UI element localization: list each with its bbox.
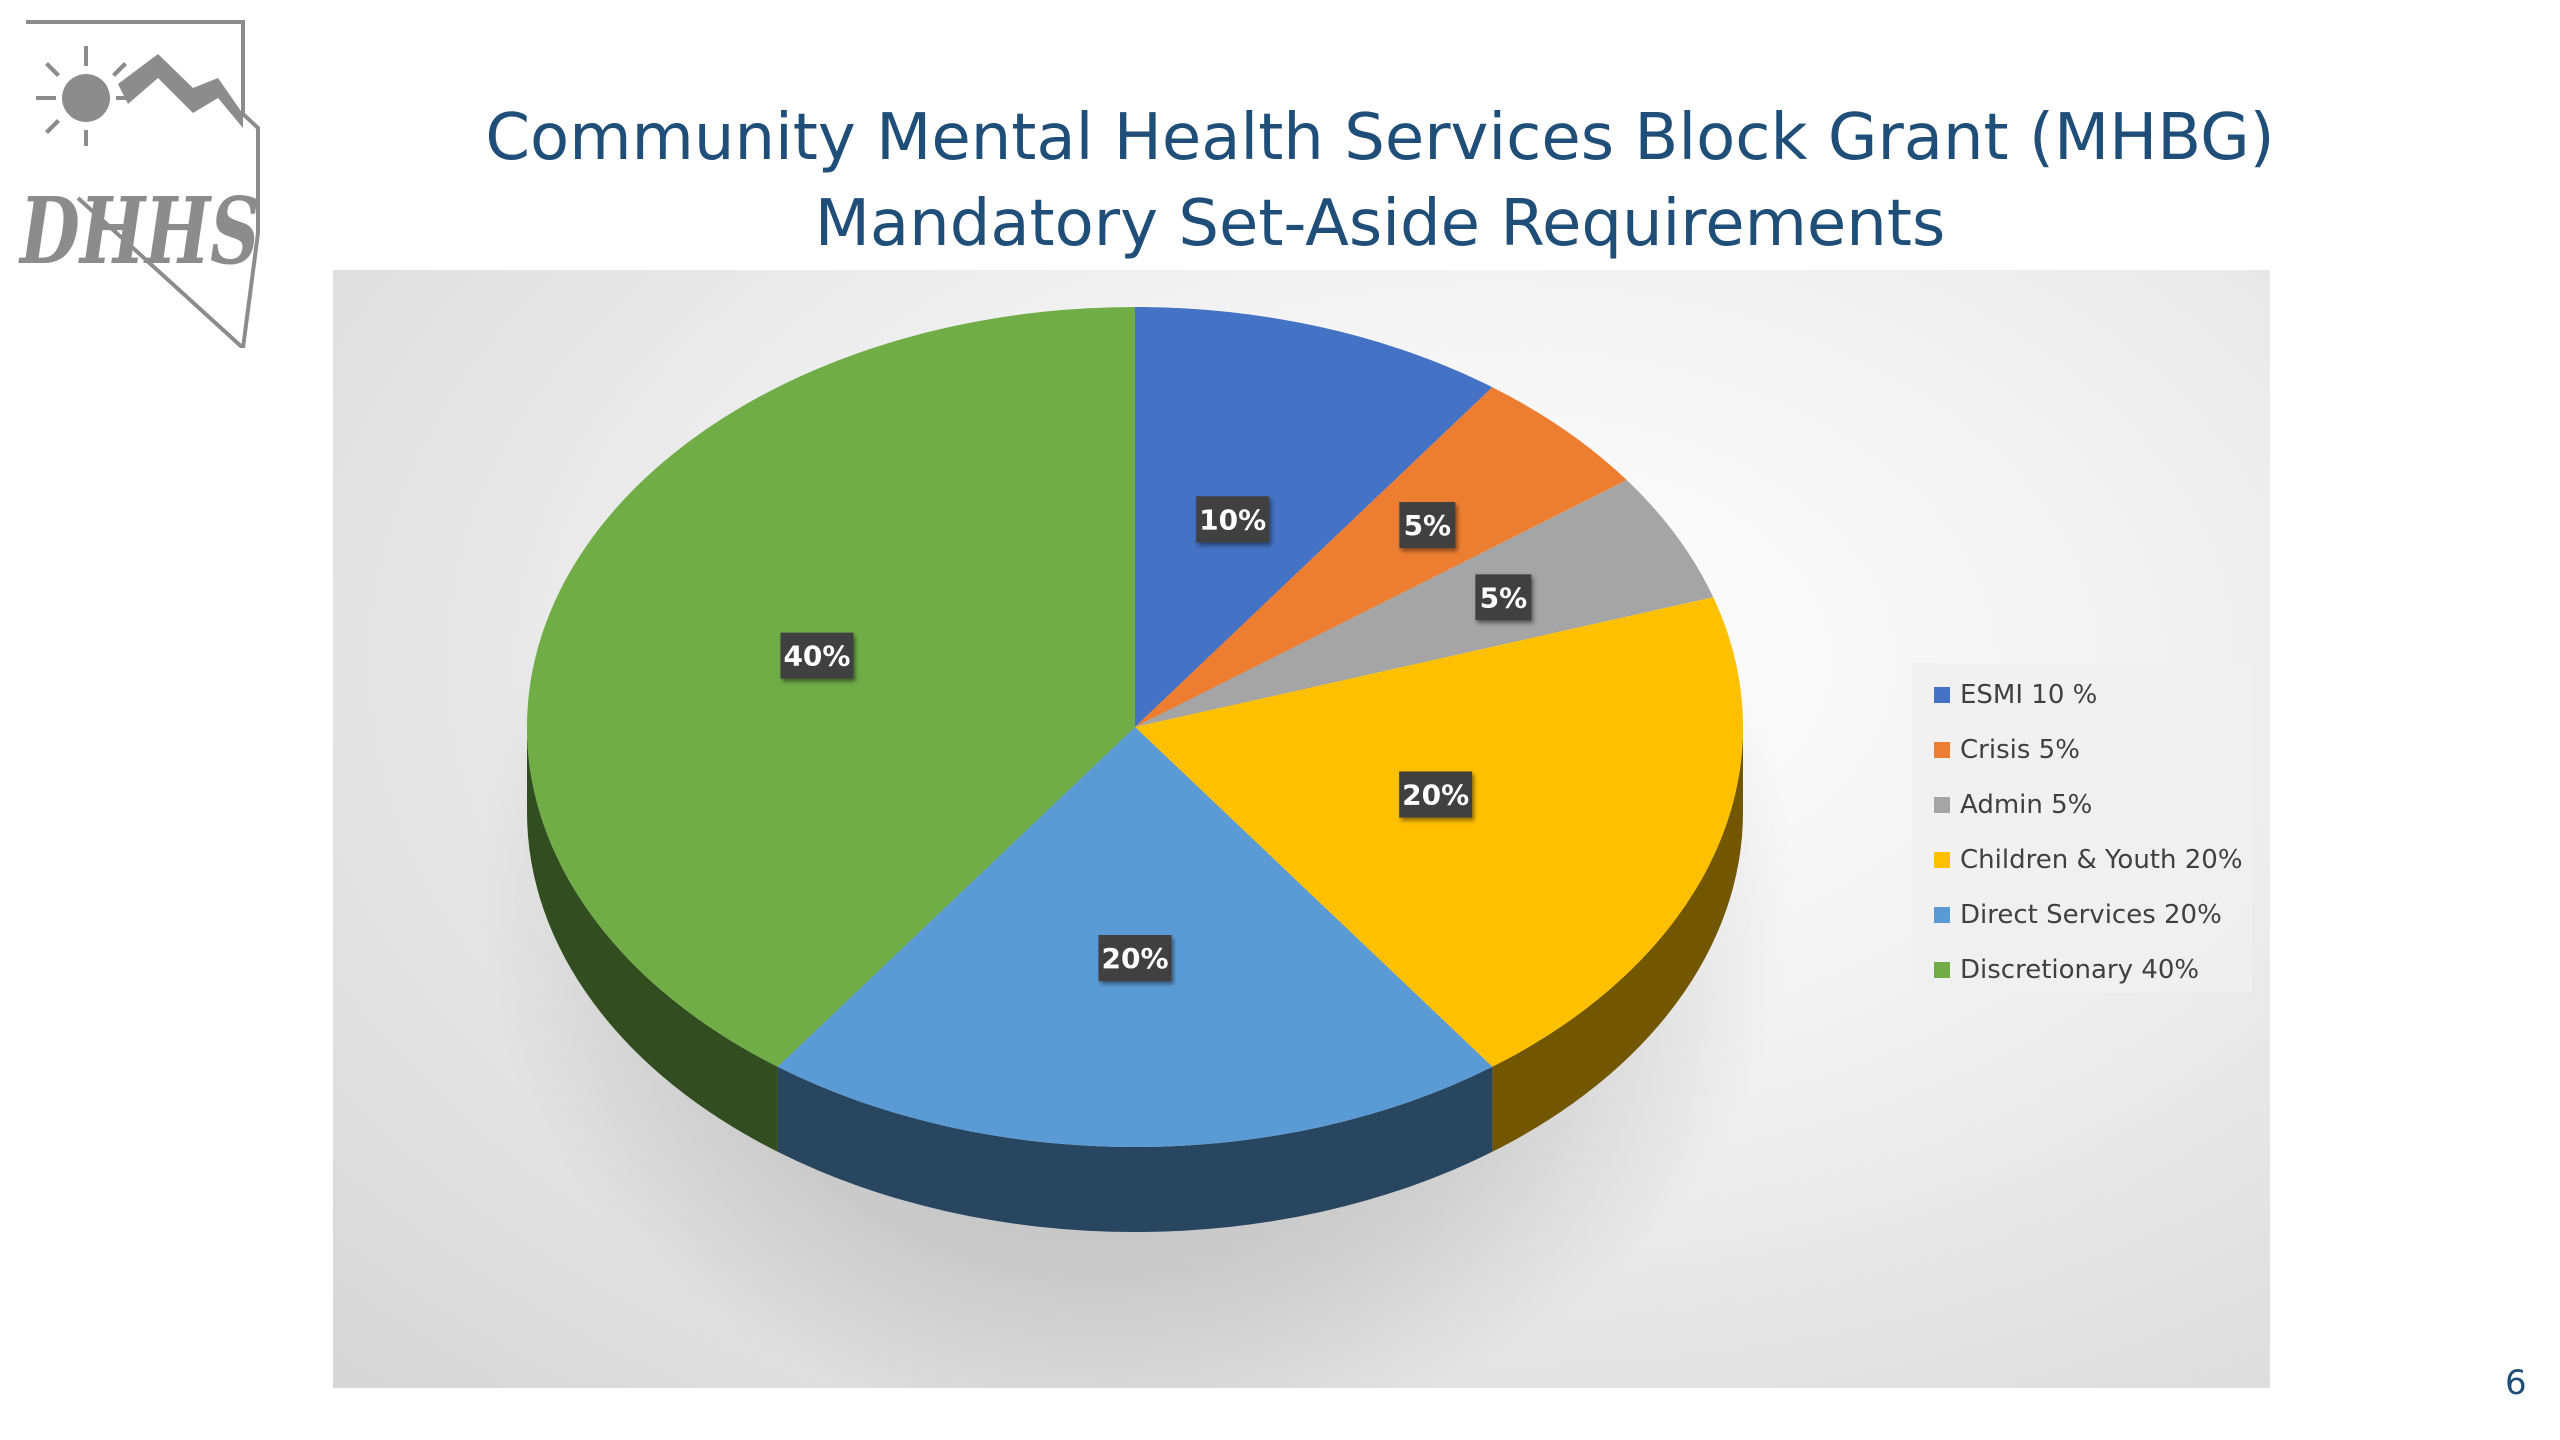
data-label-box	[1098, 935, 1172, 981]
pie-side-children-and-youth-20	[1492, 727, 1743, 1152]
page-number: 6	[2505, 1363, 2527, 1403]
data-label-box	[1475, 574, 1532, 621]
data-label-direct-services-20: 20%	[1098, 935, 1172, 981]
pie-slice-esmi-10	[1135, 307, 1493, 727]
data-label-text: 10%	[1199, 503, 1266, 536]
legend-item-esmi-10: ESMI 10 %	[1934, 675, 2097, 715]
slide-title: Community Mental Health Services Block G…	[340, 95, 2420, 267]
data-label-text: 20%	[1101, 942, 1168, 975]
legend-label: Direct Services 20%	[1960, 900, 2222, 930]
legend-label: ESMI 10 %	[1960, 680, 2098, 710]
legend-label: Discretionary 40%	[1960, 955, 2200, 985]
pie-chart-area: 10% 5% 5% 20% 20% 40% ESMI 10 % Crisis 5% Admin…	[333, 270, 2270, 1388]
legend-item-children-and-youth-20: Children & Youth 20%	[1934, 840, 2243, 880]
pie-side-direct-services-20	[777, 1066, 1493, 1232]
data-label-admin-5: 5%	[1475, 574, 1532, 621]
data-label-box	[780, 632, 854, 679]
legend-swatch	[1934, 852, 1950, 868]
data-label-text: 5%	[1404, 509, 1452, 542]
title-line-1: Community Mental Health Services Block G…	[485, 101, 2275, 175]
data-label-text: 40%	[783, 640, 850, 673]
data-label-text: 5%	[1480, 581, 1528, 614]
legend-item-admin-5: Admin 5%	[1934, 785, 2092, 825]
legend-swatch	[1934, 687, 1950, 703]
legend-item-crisis-5: Crisis 5%	[1934, 730, 2080, 770]
chart-legend: ESMI 10 % Crisis 5% Admin 5% Children & You…	[1912, 663, 2252, 993]
data-label-discretionary-40: 40%	[780, 632, 854, 679]
legend-label: Crisis 5%	[1960, 735, 2080, 765]
pie-side-discretionary-40	[527, 727, 778, 1152]
title-line-2: Mandatory Set-Aside Requirements	[814, 187, 1946, 261]
data-label-box	[1399, 502, 1456, 549]
legend-item-discretionary-40: Discretionary 40%	[1934, 950, 2199, 990]
pie-slice-crisis-5	[1135, 387, 1627, 727]
legend-label: Admin 5%	[1960, 790, 2093, 820]
logo-text: DHHS	[18, 177, 260, 285]
legend-swatch	[1934, 962, 1950, 978]
data-label-text: 20%	[1402, 778, 1469, 811]
legend-item-direct-services-20: Direct Services 20%	[1934, 895, 2222, 935]
data-label-box	[1399, 771, 1473, 818]
data-label-box	[1196, 496, 1270, 543]
data-label-crisis-5: 5%	[1399, 502, 1456, 549]
legend-swatch	[1934, 797, 1950, 813]
legend-swatch	[1934, 742, 1950, 758]
data-label-children-and-youth-20: 20%	[1399, 771, 1473, 818]
pie-chart: 10% 5% 5% 20% 20% 40%	[475, 307, 1795, 1388]
legend-swatch	[1934, 907, 1950, 923]
data-label-esmi-10: 10%	[1196, 496, 1270, 543]
pie-slice-admin-5	[1135, 480, 1714, 727]
pie-slice-discretionary-40	[526, 307, 1135, 1067]
legend-label: Children & Youth 20%	[1960, 845, 2243, 875]
pie-slice-children-and-youth-20	[1135, 597, 1743, 1067]
dhhs-logo: DHHS	[18, 20, 260, 348]
